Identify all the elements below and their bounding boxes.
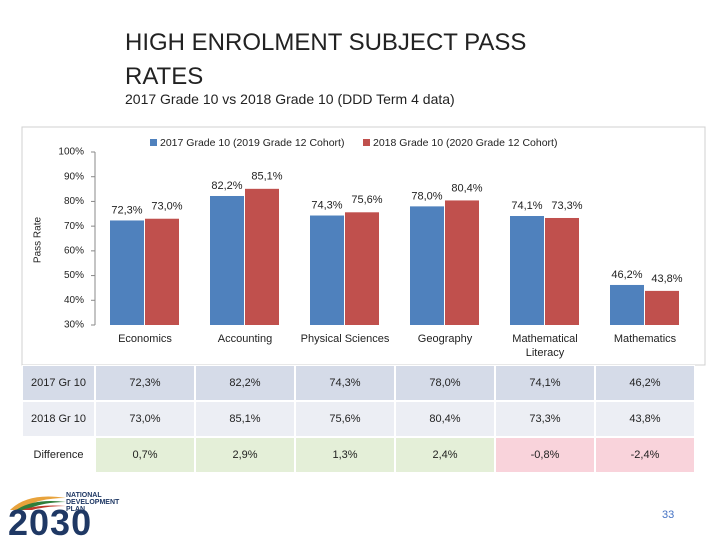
bar [145, 218, 179, 325]
table-cell: 74,3% [295, 365, 395, 401]
table-cell: 2,4% [395, 437, 495, 473]
table-cell: 1,3% [295, 437, 395, 473]
value-label: 74,3% [311, 199, 342, 211]
bar [310, 215, 344, 325]
y-tick-label: 60% [64, 245, 84, 256]
y-tick-label: 80% [64, 196, 84, 207]
slide-title: HIGH ENROLMENT SUBJECT PASS RATES [125, 29, 527, 90]
bar [610, 284, 644, 325]
table-cell: 78,0% [395, 365, 495, 401]
bar [110, 220, 144, 325]
bar [445, 200, 479, 325]
table-cell: 72,3% [95, 365, 195, 401]
value-label: 46,2% [611, 269, 642, 281]
value-label: 74,1% [511, 200, 542, 212]
legend-swatch [363, 139, 370, 146]
value-label: 80,4% [451, 182, 482, 194]
y-tick-label: 70% [64, 221, 84, 232]
table-row-label: Difference [22, 437, 95, 473]
table-cell: 74,1% [495, 365, 595, 401]
legend-swatch [150, 139, 157, 146]
bar [410, 206, 444, 325]
value-label: 78,0% [411, 190, 442, 202]
logo-emblem [10, 496, 66, 510]
table-cell: 43,8% [595, 401, 695, 437]
x-tick-label: Economics [118, 333, 172, 345]
bar [345, 212, 379, 325]
table-cell: 73,3% [495, 401, 595, 437]
table-cell: 75,6% [295, 401, 395, 437]
table-cell: -0,8% [495, 437, 595, 473]
logo-tagline-line: NATIONAL [66, 492, 102, 499]
table-cell: 85,1% [195, 401, 295, 437]
x-tick-label: Physical Sciences [300, 333, 390, 345]
y-tick-label: 50% [64, 270, 84, 281]
table-cell: 0,7% [95, 437, 195, 473]
x-tick-label: Mathematics [613, 333, 677, 345]
y-axis-label: Pass Rate [33, 216, 44, 263]
value-label: 85,1% [251, 171, 282, 183]
value-label: 73,3% [551, 200, 582, 212]
table-cell: 80,4% [395, 401, 495, 437]
table-cell: -2,4% [595, 437, 695, 473]
legend-label: 2018 Grade 10 (2020 Grade 12 Cohort) [373, 137, 557, 149]
page-number: 33 [662, 509, 675, 521]
table-cell: 73,0% [95, 401, 195, 437]
y-tick-label: 100% [58, 147, 84, 158]
bar [510, 216, 544, 325]
bar [645, 290, 679, 325]
logo-tagline-line: PLAN [66, 506, 86, 513]
logo-tagline: NATIONAL DEVELOPMENT PLAN [66, 492, 119, 513]
y-tick-label: 90% [64, 171, 84, 182]
slide-subtitle: 2017 Grade 10 vs 2018 Grade 10 (DDD Term… [125, 91, 455, 107]
table-cell: 2,9% [195, 437, 295, 473]
table-cell: 82,2% [195, 365, 295, 401]
x-tick-label: Geography [417, 333, 473, 345]
bar [210, 195, 244, 325]
legend-label: 2017 Grade 10 (2019 Grade 12 Cohort) [160, 137, 344, 149]
logo-year: 2030 [8, 502, 93, 540]
bar [245, 188, 279, 325]
table-row-label: 2018 Gr 10 [22, 401, 95, 437]
table-row-label: 2017 Gr 10 [22, 365, 95, 401]
y-tick-label: 30% [64, 320, 84, 331]
value-label: 73,0% [151, 201, 182, 213]
logo: NATIONAL DEVELOPMENT PLAN 2030 [8, 490, 133, 540]
value-label: 72,3% [111, 204, 142, 216]
x-tick-label: Accounting [217, 333, 273, 345]
x-tick-label: Mathematical Literacy [512, 333, 578, 359]
value-label: 43,8% [651, 273, 682, 285]
table-cell: 46,2% [595, 365, 695, 401]
y-tick-label: 40% [64, 295, 84, 306]
value-label: 82,2% [211, 180, 242, 192]
bar [545, 217, 579, 325]
logo-tagline-line: DEVELOPMENT [66, 499, 120, 506]
value-label: 75,6% [351, 194, 382, 206]
